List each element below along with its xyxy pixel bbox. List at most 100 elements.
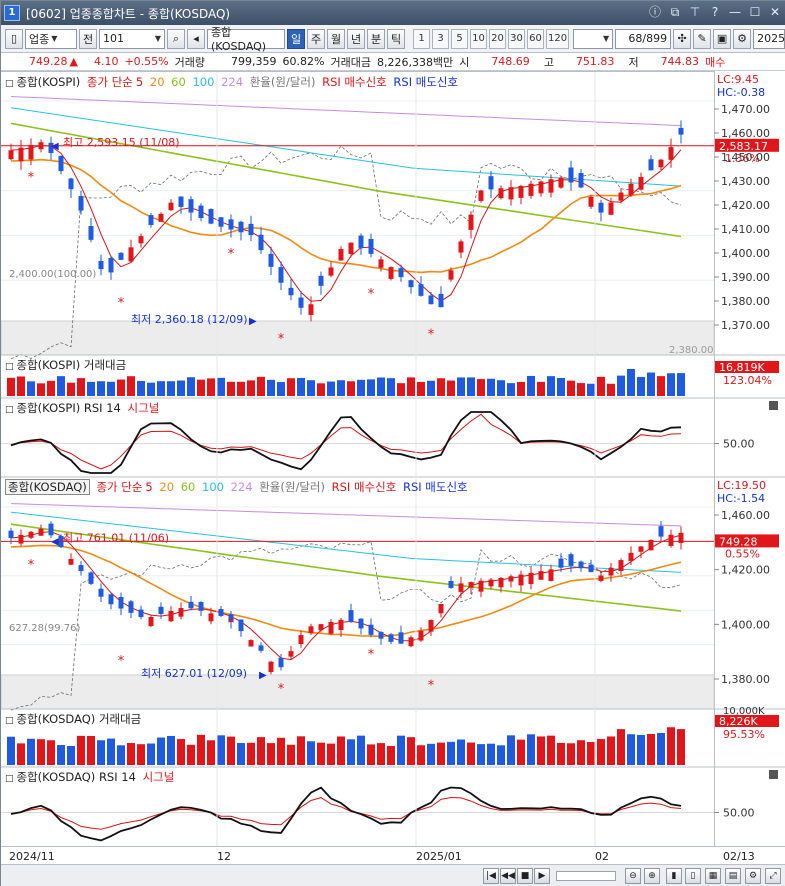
minute-20[interactable]: 20 [489, 29, 506, 49]
kosdaq-candle [49, 524, 54, 536]
kosdaq-rsi-line [11, 788, 681, 841]
interval-input[interactable]: ▼ [573, 29, 613, 49]
rewind-icon[interactable]: ◀◀ [500, 868, 516, 884]
kospi-candle [329, 267, 334, 275]
kospi-rsi-buy-marker: * [28, 171, 35, 186]
kosdaq-candle [159, 607, 164, 614]
kosdaq-volume-bar [457, 740, 465, 765]
kospi-rsi-buy-marker: * [368, 287, 375, 302]
bar-thin-icon[interactable]: ▮ [666, 868, 682, 884]
kospi-candle [29, 145, 34, 159]
kospi-tick-label: 1,420.00 [721, 199, 770, 212]
chart-canvas[interactable]: * * * * * * 최고 2,593.15 (11/08) ◀ 최저 2,360.18 (1… [1, 71, 785, 846]
x-label-jan: 2025/01 [416, 850, 462, 863]
minute-3[interactable]: 3 [432, 29, 449, 49]
count-field[interactable]: 68/899 [615, 29, 671, 49]
kosdaq-volume-bar [317, 743, 325, 765]
minute-30[interactable]: 30 [508, 29, 525, 49]
pin-icon[interactable]: ⊤ [688, 4, 702, 20]
kosdaq-volume-bar [257, 737, 265, 765]
kospi-tick-label: 1,410.00 [721, 223, 770, 236]
kosdaq-volume-bar [57, 745, 65, 765]
search-icon[interactable]: ⌕ [167, 29, 185, 49]
minute-5[interactable]: 5 [451, 29, 468, 49]
grid-icon[interactable]: ▦ [705, 868, 721, 884]
layout-icon[interactable]: ▤ [725, 868, 741, 884]
kospi-candle [669, 147, 674, 160]
stop-icon[interactable]: ■ [517, 868, 533, 884]
market-select[interactable]: 업종 ▼ [25, 29, 77, 49]
kosdaq-volume-bar [507, 735, 515, 765]
kosdaq-candle [549, 569, 554, 581]
kosdaq-candle [339, 620, 344, 630]
period-day[interactable]: 일 [287, 29, 305, 49]
code-input[interactable]: 101 ▼ [99, 29, 165, 49]
kosdaq-volume-bar [607, 736, 615, 765]
period-week[interactable]: 주 [307, 29, 325, 49]
first-icon[interactable]: |◀ [483, 868, 499, 884]
kosdaq-candle [29, 532, 34, 538]
zoom-in-icon[interactable]: ⊕ [644, 868, 660, 884]
settings-icon[interactable]: ⚙ [745, 868, 761, 884]
kosdaq-low-annot: 최저 627.01 (12/09) [141, 667, 247, 680]
kosdaq-candle [99, 589, 104, 597]
minute-10[interactable]: 10 [470, 29, 487, 49]
kosdaq-candle [629, 553, 634, 561]
period-year[interactable]: 년 [347, 29, 365, 49]
kosdaq-volume-bar [437, 743, 445, 765]
minute-60[interactable]: 60 [527, 29, 544, 49]
zoom-out-icon[interactable]: ⊖ [625, 868, 641, 884]
speaker-icon[interactable]: ◂ [187, 29, 205, 49]
kosdaq-candle [639, 546, 644, 551]
kosdaq-candle [79, 565, 84, 571]
kospi-volume-bar [447, 380, 455, 396]
maximize-icon[interactable]: ☐ [748, 4, 762, 20]
kosdaq-volume-name: 종합(KOSDAQ) 거래대금 [17, 712, 142, 726]
kosdaq-low-band [1, 675, 714, 709]
chart-type-icon[interactable]: ▯ [5, 29, 23, 49]
scroll-track[interactable] [556, 871, 616, 881]
link-icon[interactable]: ⧉ [668, 4, 682, 20]
chevron-down-icon: ▼ [603, 34, 609, 43]
kosdaq-candle [519, 575, 524, 586]
scrollbar[interactable]: |◀ ◀◀ ■ ▶ ⊖ ⊕ ▮ ▯ ▦ ▤ ⚙ ⤢ [1, 864, 785, 886]
kosdaq-volume-bar [7, 737, 15, 765]
period-minute[interactable]: 분 [367, 29, 385, 49]
bar-wide-icon[interactable]: ▯ [685, 868, 701, 884]
kospi-candle [549, 179, 554, 192]
prev-button[interactable]: 전 [79, 29, 97, 49]
kosdaq-candle [459, 583, 464, 592]
kosdaq-high-arrow: ◀ [51, 536, 59, 547]
kospi-volume-bar [457, 377, 465, 396]
kospi-volume-bar [167, 381, 175, 396]
kosdaq-name[interactable]: 종합(KOSDAQ) [5, 479, 90, 495]
kospi-volume-bar [647, 373, 655, 396]
draw-icon[interactable]: ✎ [693, 29, 711, 49]
kosdaq-candle [369, 625, 374, 635]
kospi-volume-bar [47, 381, 55, 396]
close-icon[interactable]: ✕ [768, 4, 782, 20]
info-icon[interactable]: ⓘ [648, 4, 662, 20]
save-icon[interactable]: ▣ [713, 29, 731, 49]
gear-icon[interactable]: ⚙ [733, 29, 751, 49]
kosdaq-volume-bar [307, 741, 315, 765]
help-icon[interactable]: ? [708, 4, 722, 20]
kospi-candle [579, 173, 584, 187]
kospi-candle [59, 156, 64, 171]
forward-icon[interactable]: ▶ [534, 868, 550, 884]
minute-120[interactable]: 120 [546, 29, 569, 49]
period-tick[interactable]: 틱 [387, 29, 405, 49]
kosdaq-candle [39, 529, 44, 536]
kosdaq-volume-bar [47, 740, 55, 765]
kospi-candle [349, 243, 354, 254]
kosdaq-ma20-line [11, 545, 681, 636]
date-field[interactable]: 2025 [753, 29, 785, 49]
period-month[interactable]: 월 [327, 29, 345, 49]
expand-icon[interactable]: ⤢ [765, 868, 781, 884]
crosshair-icon[interactable]: ✣ [673, 29, 691, 49]
square-icon: □ [5, 362, 14, 372]
minimize-icon[interactable]: — [728, 4, 742, 20]
minute-1[interactable]: 1 [413, 29, 430, 49]
kospi-candle [69, 178, 74, 189]
